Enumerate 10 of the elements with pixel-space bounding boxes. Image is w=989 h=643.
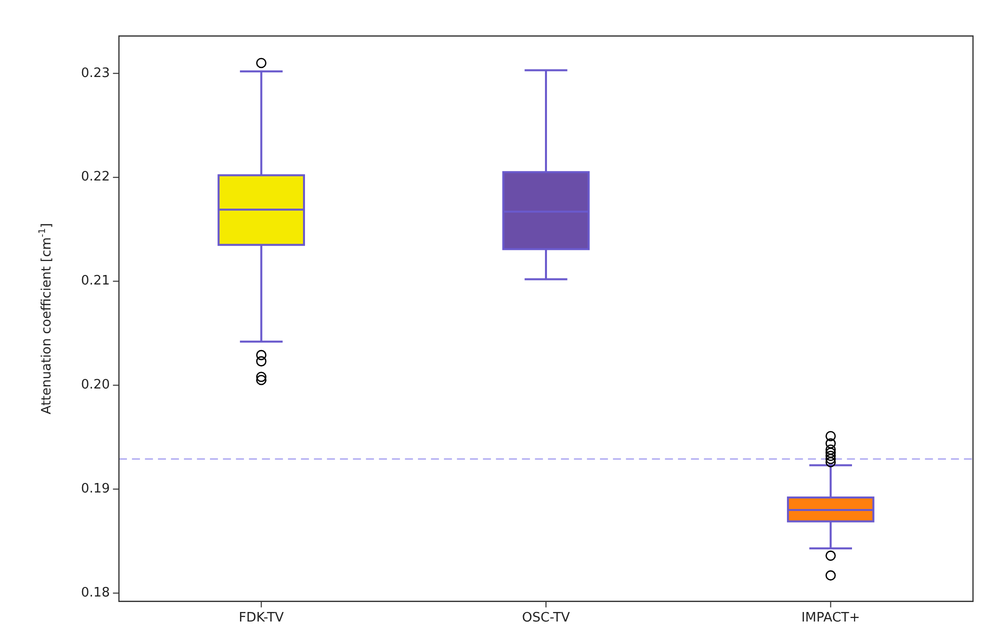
y-tick-label: 0.19 <box>80 482 110 497</box>
x-tick-label: IMPACT+ <box>801 610 860 626</box>
x-tick-label: OSC-TV <box>522 610 570 626</box>
y-tick-label: 0.23 <box>80 66 110 81</box>
y-tick-label: 0.22 <box>80 170 110 185</box>
y-axis-title: Attenuation coefficient [cm-1] <box>38 223 54 414</box>
y-tick-label: 0.21 <box>80 274 110 289</box>
y-tick-label: 0.20 <box>80 378 110 393</box>
x-tick-label: FDK-TV <box>238 610 284 626</box>
y-tick-label: 0.18 <box>80 585 110 600</box>
